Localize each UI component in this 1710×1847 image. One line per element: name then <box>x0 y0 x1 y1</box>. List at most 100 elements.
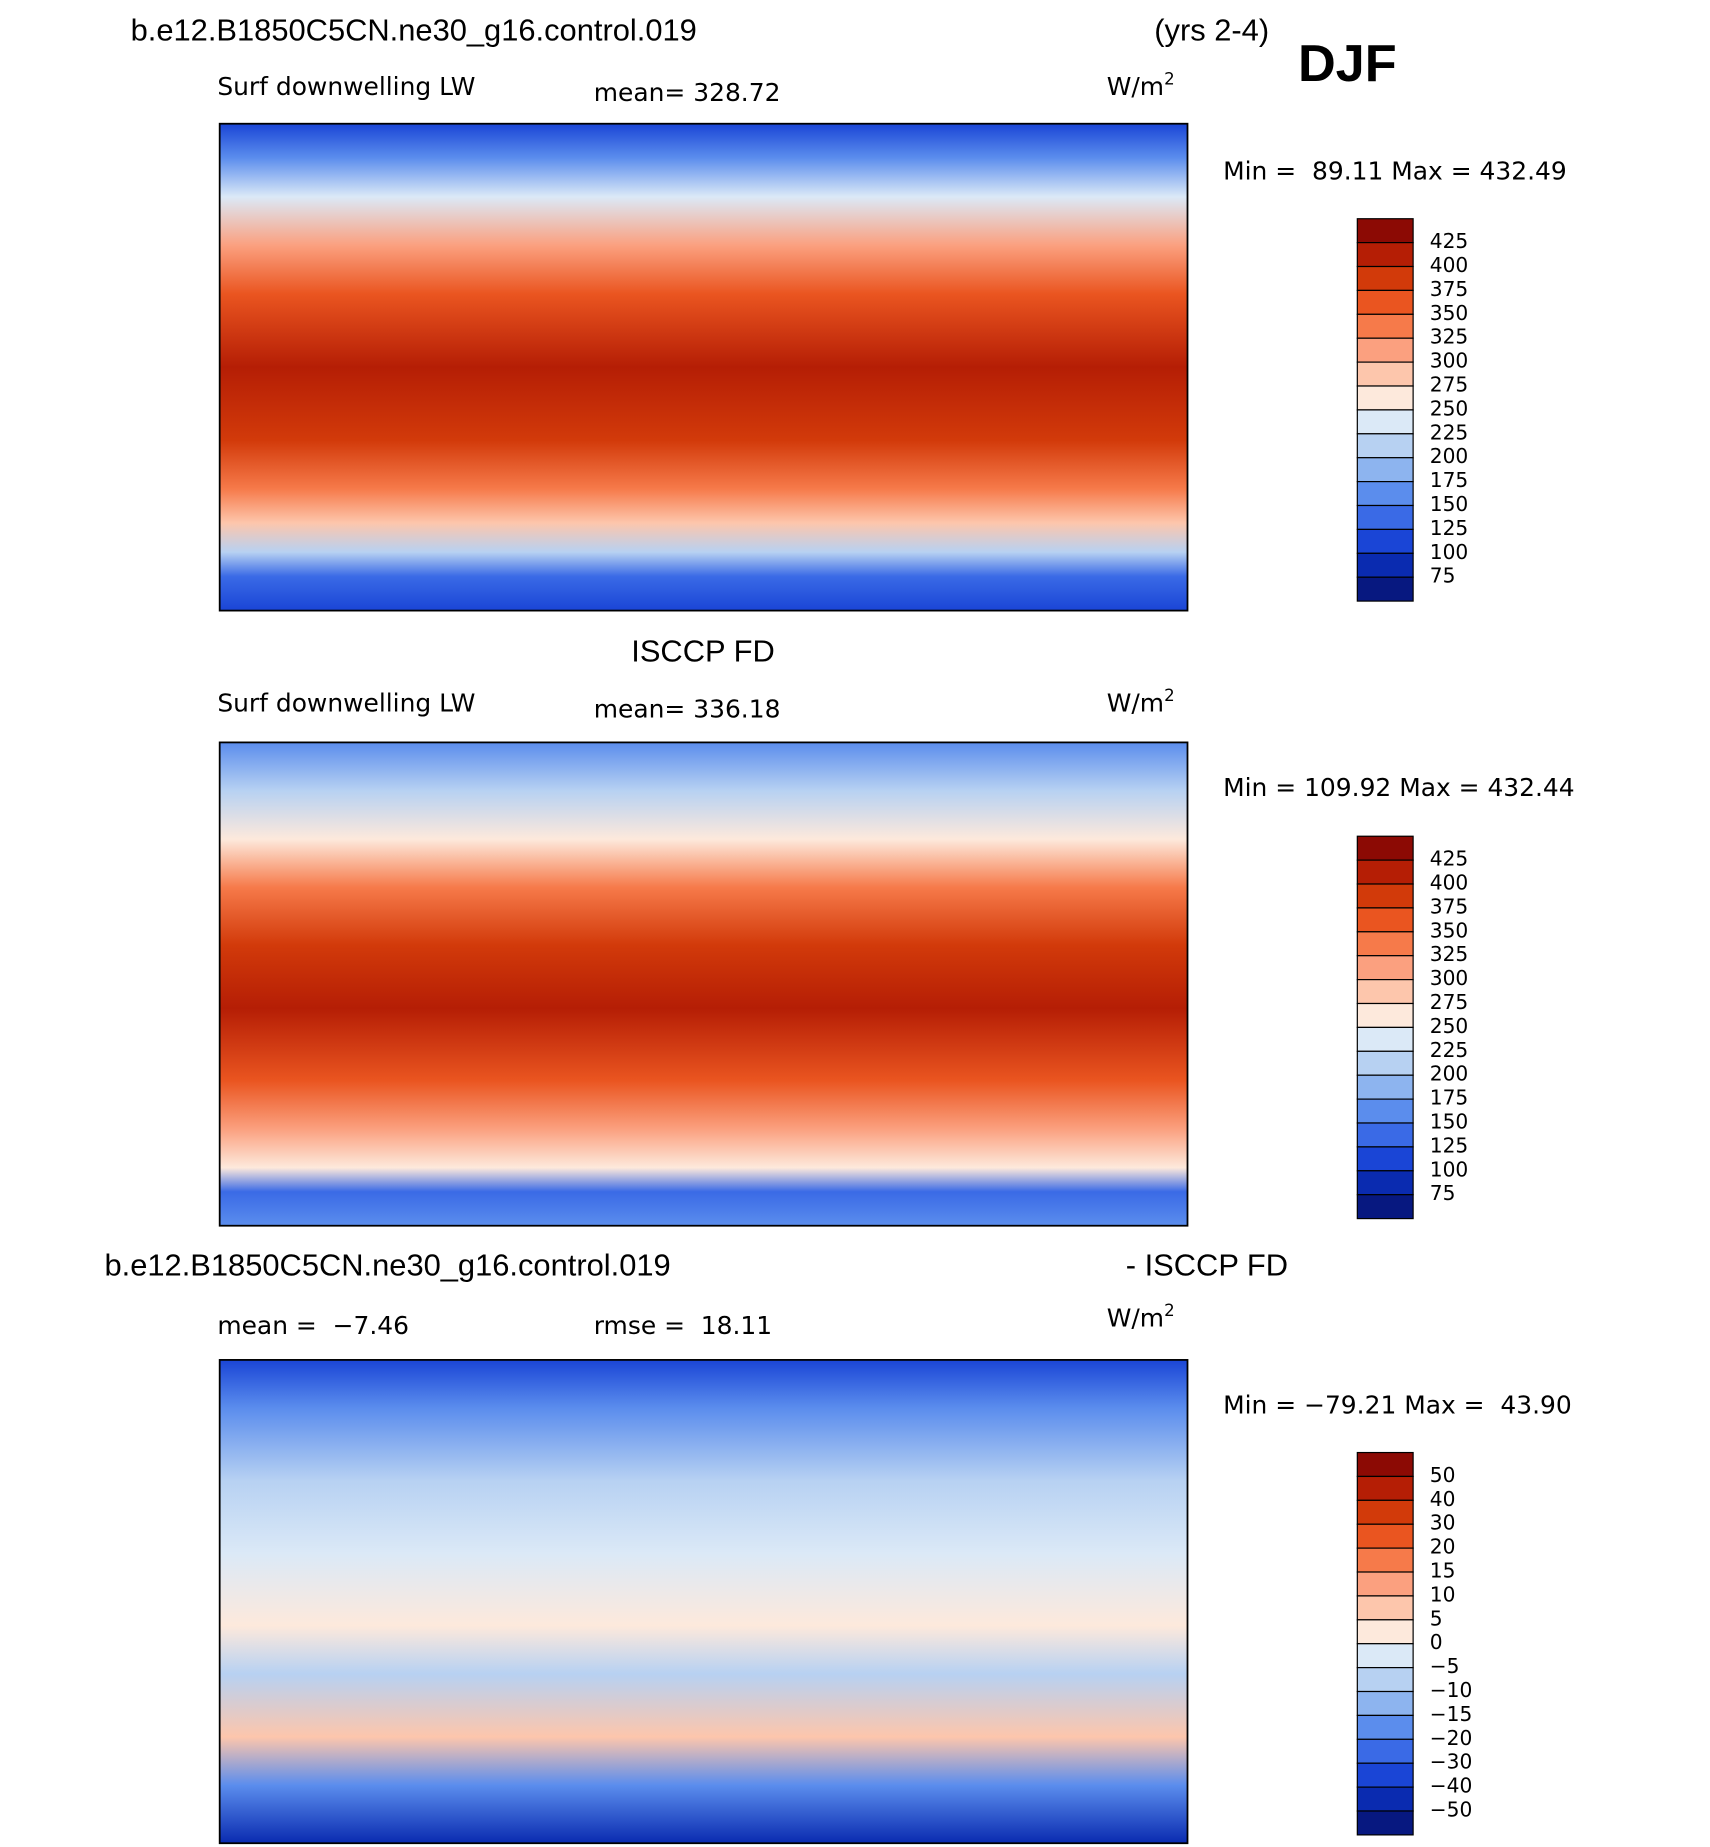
colorbar-box <box>1356 1122 1414 1148</box>
colorbar-label: 225 <box>1430 420 1469 444</box>
units-base: W/m <box>1107 1304 1164 1333</box>
colorbar-label: 350 <box>1430 301 1469 325</box>
colorbar-label: 275 <box>1430 990 1469 1014</box>
units-power: 2 <box>1164 1301 1175 1320</box>
colorbar-label: 300 <box>1430 349 1469 373</box>
colorbar-label: 200 <box>1430 444 1469 468</box>
colorbar-label: 400 <box>1430 253 1469 277</box>
panel-title-left: b.e12.B1850C5CN.ne30_g16.control.019 <box>105 1248 671 1283</box>
colorbar-box <box>1356 433 1414 459</box>
colorbar-label: 275 <box>1430 373 1469 397</box>
colorbar-box <box>1356 1690 1414 1717</box>
colorbar-box <box>1356 1475 1414 1501</box>
units-power: 2 <box>1164 686 1175 705</box>
colorbar-label: 10 <box>1430 1582 1456 1606</box>
colorbar-box <box>1356 361 1414 387</box>
colorbar-label: 100 <box>1430 540 1469 564</box>
colorbar-label: 75 <box>1430 1181 1456 1205</box>
colorbar-box <box>1356 883 1414 909</box>
colorbar-box <box>1356 907 1414 933</box>
colorbar-box <box>1356 1786 1414 1812</box>
map <box>218 1359 1189 1845</box>
colorbar-box <box>1356 1762 1414 1788</box>
colorbar-label: 425 <box>1430 847 1469 871</box>
colorbar-box <box>1356 1050 1414 1076</box>
season: DJF <box>1298 35 1397 93</box>
colorbar-box <box>1356 1810 1414 1836</box>
colorbar-box <box>1356 859 1414 885</box>
mean: mean= 328.72 <box>594 78 781 107</box>
colorbar-box <box>1356 1523 1414 1549</box>
min-max: Min = 89.11 Max = 432.49 <box>1223 157 1567 186</box>
panel-title-right: - ISCCP FD <box>1126 1248 1288 1283</box>
colorbar-label: −10 <box>1430 1678 1473 1702</box>
colorbar-label: 0 <box>1430 1630 1443 1654</box>
map <box>218 741 1189 1227</box>
colorbar-label: −5 <box>1430 1654 1460 1678</box>
colorbar-box <box>1356 1714 1414 1740</box>
colorbar-label: 375 <box>1430 894 1469 918</box>
colorbar-box <box>1356 481 1414 507</box>
variable: Surf downwelling LW <box>217 689 475 718</box>
colorbar-label: 150 <box>1430 492 1469 516</box>
colorbar-box <box>1356 955 1414 981</box>
colorbar-label: 325 <box>1430 325 1469 349</box>
colorbar-box <box>1356 1619 1414 1645</box>
colorbar-box <box>1356 1738 1414 1764</box>
min-max: Min = 109.92 Max = 432.44 <box>1223 773 1575 802</box>
colorbar-box <box>1356 979 1414 1005</box>
colorbar-box <box>1356 1146 1414 1172</box>
units: W/m2 <box>1107 1301 1175 1333</box>
colorbar-label: 100 <box>1430 1157 1469 1181</box>
colorbar-label: 250 <box>1430 1014 1469 1038</box>
colorbar-box <box>1356 1571 1414 1597</box>
panel-title: ISCCP FD <box>631 634 774 669</box>
colorbar-label: −50 <box>1430 1798 1473 1822</box>
colorbar-label: 400 <box>1430 871 1469 895</box>
colorbar-box <box>1356 1451 1414 1478</box>
colorbar-label: 325 <box>1430 942 1469 966</box>
colorbar-label: 5 <box>1430 1606 1443 1630</box>
colorbar-box <box>1356 337 1414 363</box>
map <box>218 122 1189 612</box>
colorbar-box <box>1356 1667 1414 1693</box>
case-title: b.e12.B1850C5CN.ne30_g16.control.019 <box>131 13 697 48</box>
min-max: Min = −79.21 Max = 43.90 <box>1223 1390 1572 1419</box>
colorbar-label: −15 <box>1430 1702 1473 1726</box>
colorbar-box <box>1356 1547 1414 1573</box>
units-base: W/m <box>1107 689 1164 718</box>
colorbar-box <box>1356 313 1414 339</box>
units: W/m2 <box>1107 686 1175 718</box>
colorbar-box <box>1356 1194 1414 1220</box>
colorbar-box <box>1356 218 1414 244</box>
colorbar-box <box>1356 1074 1414 1100</box>
colorbar-box <box>1356 1170 1414 1196</box>
rmse: rmse = 18.11 <box>594 1311 772 1340</box>
mean: mean= 336.18 <box>594 694 781 723</box>
colorbar-box <box>1356 552 1414 578</box>
colorbar-box <box>1356 1098 1414 1124</box>
colorbar-label: 50 <box>1430 1463 1456 1487</box>
colorbar-box <box>1356 265 1414 292</box>
units: W/m2 <box>1107 70 1175 102</box>
colorbar-box <box>1356 1643 1414 1669</box>
colorbar-box <box>1356 1026 1414 1052</box>
colorbar-box <box>1356 931 1414 957</box>
colorbar-box <box>1356 289 1414 315</box>
colorbar-box <box>1356 1499 1414 1525</box>
colorbar-box <box>1356 1002 1414 1028</box>
period: (yrs 2-4) <box>1154 13 1269 48</box>
colorbar-label: 15 <box>1430 1559 1456 1583</box>
colorbar-box <box>1356 528 1414 554</box>
colorbar-label: 40 <box>1430 1487 1456 1511</box>
colorbar-label: 125 <box>1430 516 1469 540</box>
colorbar-box <box>1356 242 1414 268</box>
colorbar-box <box>1356 835 1414 861</box>
colorbar-label: −30 <box>1430 1750 1473 1774</box>
colorbar-label: 225 <box>1430 1038 1469 1062</box>
colorbar-box <box>1356 457 1414 483</box>
colorbar-label: 200 <box>1430 1062 1469 1086</box>
colorbar-label: 30 <box>1430 1511 1456 1535</box>
colorbar-label: 250 <box>1430 396 1469 420</box>
